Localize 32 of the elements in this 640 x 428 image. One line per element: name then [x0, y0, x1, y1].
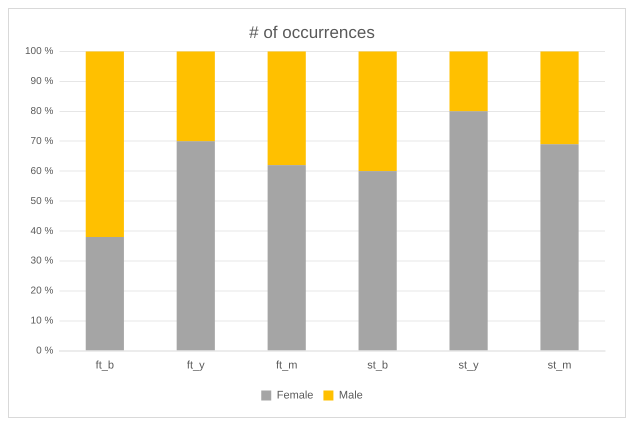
x-tick-label: st_m — [548, 359, 572, 372]
x-tick-label: ft_y — [186, 359, 206, 372]
y-tick-label: 60 % — [30, 166, 54, 177]
bar — [86, 237, 124, 350]
bar — [540, 51, 579, 144]
bar — [540, 144, 579, 350]
y-tick-label: 10 % — [30, 316, 54, 327]
y-tick-label: 40 % — [30, 226, 54, 237]
y-tick-label: 50 % — [30, 196, 54, 207]
y-tick-label: 90 % — [30, 76, 54, 88]
legend-label: Male — [338, 390, 363, 402]
bar — [449, 51, 488, 112]
y-tick-label: 70 % — [30, 136, 54, 147]
bar — [176, 141, 215, 350]
y-tick-label: 100 % — [24, 46, 54, 58]
x-tick-label: st_b — [367, 359, 388, 372]
y-tick-label: 20 % — [30, 286, 54, 297]
y-tick-label: 30 % — [30, 256, 54, 267]
bar — [358, 51, 397, 172]
bar — [268, 51, 306, 166]
bar — [358, 171, 397, 350]
x-tick-label: ft_m — [276, 359, 298, 372]
bar — [449, 111, 488, 350]
y-tick-label: 80 % — [30, 106, 54, 118]
legend-label: Female — [276, 390, 314, 402]
bar — [268, 165, 306, 350]
chart-title: # of occurrences — [249, 22, 375, 42]
bar — [86, 51, 124, 238]
x-tick-label: st_y — [458, 359, 480, 372]
y-tick-label: 0 % — [36, 346, 54, 357]
x-tick-label: ft_b — [96, 359, 114, 372]
bar — [176, 51, 215, 142]
